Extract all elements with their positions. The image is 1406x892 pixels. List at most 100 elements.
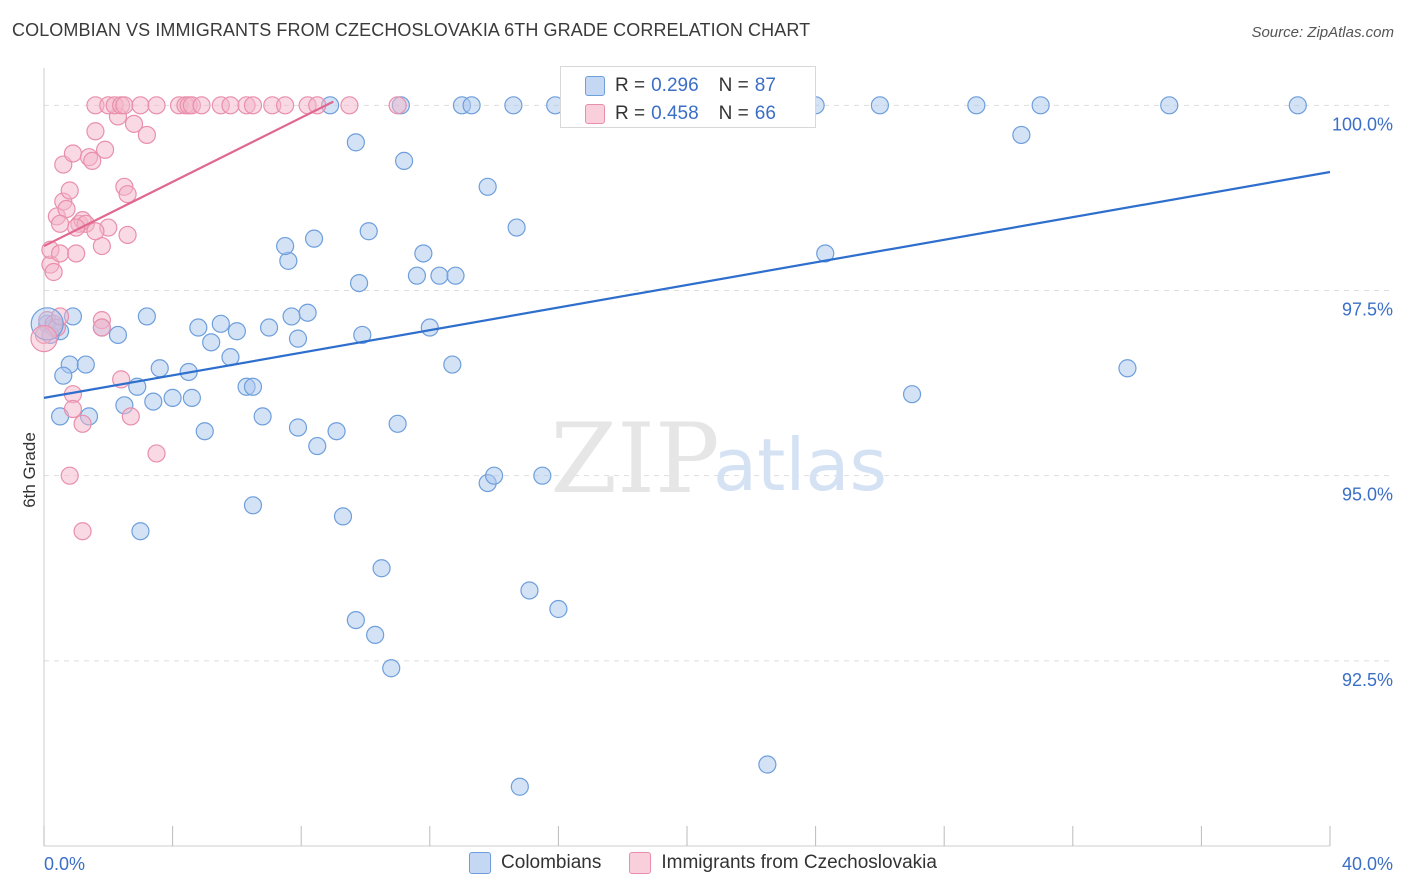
czechoslovakia-point — [95, 140, 115, 159]
legend-swatch-blue — [469, 852, 492, 874]
legend-r-value: 0.296 — [651, 75, 699, 96]
czechoslovakia-point — [73, 414, 92, 433]
czechoslovakia-point — [50, 307, 70, 326]
legend-item-colombians[interactable]: Colombians — [469, 852, 601, 874]
czechoslovakia-point — [83, 151, 102, 170]
legend-n-label: N = — [718, 103, 749, 124]
czechoslovakia-point — [60, 466, 79, 485]
czechoslovakia-cluster-point — [30, 325, 58, 353]
colombians-point — [308, 436, 327, 456]
colombians-point — [288, 418, 308, 437]
axis-layer — [43, 68, 1331, 847]
colombians-point — [420, 318, 439, 337]
czechoslovakia-point — [118, 225, 137, 245]
legend-r-label: R = — [615, 103, 646, 124]
czechoslovakia-point — [118, 185, 137, 204]
colombians-point — [346, 133, 365, 152]
colombians-point — [182, 388, 201, 407]
colombians-point — [430, 266, 449, 285]
chart-source: Source: ZipAtlas.com — [1251, 24, 1394, 41]
watermark-zip: ZIP — [550, 403, 719, 515]
series-legend: Colombians Immigrants from Czechoslovaki… — [0, 852, 1406, 874]
colombians-point — [394, 151, 414, 170]
czechoslovakia-point — [73, 522, 92, 541]
colombians-point — [137, 307, 156, 326]
colombians-point — [485, 466, 504, 485]
legend-r-label: R = — [615, 75, 646, 96]
colombians-point — [195, 422, 214, 441]
czechoslovakia-point — [86, 122, 105, 141]
y-tick-label: 97.5% — [1342, 299, 1393, 319]
legend-swatch-blue — [585, 76, 605, 96]
colombians-point — [76, 355, 95, 374]
chart-title: COLOMBIAN VS IMMIGRANTS FROM CZECHOSLOVA… — [12, 20, 811, 40]
legend-swatch-pink — [629, 852, 652, 874]
czechoslovakia-point — [63, 144, 83, 163]
colombians-point — [346, 610, 365, 630]
colombians-point — [462, 96, 481, 115]
czechoslovakia-point — [50, 244, 70, 263]
legend-label-colombians: Colombians — [501, 852, 602, 873]
legend-item-czechoslovakia[interactable]: Immigrants from Czechoslovakia — [629, 852, 937, 874]
czechoslovakia-point — [192, 96, 211, 115]
legend-r-value: 0.458 — [651, 103, 699, 124]
legend-n-value: 66 — [754, 103, 776, 124]
czechoslovakia-point — [63, 399, 83, 419]
czechoslovakia-point — [50, 214, 70, 233]
y-tick-label: 95.0% — [1342, 485, 1393, 505]
legend-row-colombians: R = 0.296 N = 87 — [585, 73, 776, 99]
colombians-point — [758, 755, 777, 774]
x-tick-label-max: 40.0% — [1342, 854, 1393, 874]
czechoslovakia-point — [124, 114, 144, 133]
colombians-point — [1031, 96, 1050, 115]
czechoslovakia-point — [67, 244, 86, 263]
colombians-point — [108, 325, 128, 345]
colombians-point — [163, 388, 182, 407]
colombians-point — [211, 314, 230, 333]
colombians-point — [446, 266, 465, 285]
colombians-point — [1118, 359, 1137, 378]
colombians-point — [243, 377, 263, 396]
colombians-point — [298, 303, 317, 322]
colombians-point — [359, 222, 378, 241]
colombians-trend-line — [43, 170, 1331, 399]
colombians-point — [202, 333, 221, 352]
czechoslovakia-point — [388, 96, 407, 115]
colombians-point — [388, 414, 407, 433]
czechoslovakia-point — [137, 125, 156, 145]
colombians-point — [533, 466, 552, 485]
czechoslovakia-point — [221, 96, 240, 115]
colombians-point — [902, 385, 922, 404]
colombians-point — [144, 392, 163, 411]
points-layer — [30, 96, 1307, 796]
colombians-point — [507, 218, 526, 237]
colombians-point — [282, 307, 301, 326]
colombians-point — [243, 496, 263, 515]
colombians-point — [967, 96, 986, 115]
colombians-point — [253, 407, 272, 426]
czechoslovakia-point — [276, 96, 295, 115]
y-tick-label: 100.0% — [1332, 114, 1393, 134]
colombians-point — [1012, 125, 1031, 145]
colombians-point — [382, 659, 401, 678]
legend-label-czechoslovakia: Immigrants from Czechoslovakia — [661, 852, 937, 873]
czechoslovakia-point — [121, 407, 140, 426]
czechoslovakia-point — [131, 96, 150, 115]
czechoslovakia-point — [147, 96, 166, 115]
colombians-point — [227, 322, 246, 341]
colombians-point — [870, 96, 890, 115]
colombians-point — [443, 355, 462, 374]
colombians-point — [478, 177, 497, 196]
colombians-point — [304, 229, 324, 248]
x-tick-label-min: 0.0% — [44, 854, 85, 874]
colombians-point — [1160, 96, 1179, 115]
colombians-point — [372, 559, 391, 578]
watermark-atlas: atlas — [713, 423, 887, 507]
colombians-point — [816, 244, 835, 263]
trend-layer — [43, 100, 1331, 399]
czechoslovakia-point — [243, 96, 263, 115]
colombians-point — [349, 273, 369, 293]
y-tick-label: 92.5% — [1342, 670, 1393, 690]
colombians-point — [259, 318, 279, 337]
